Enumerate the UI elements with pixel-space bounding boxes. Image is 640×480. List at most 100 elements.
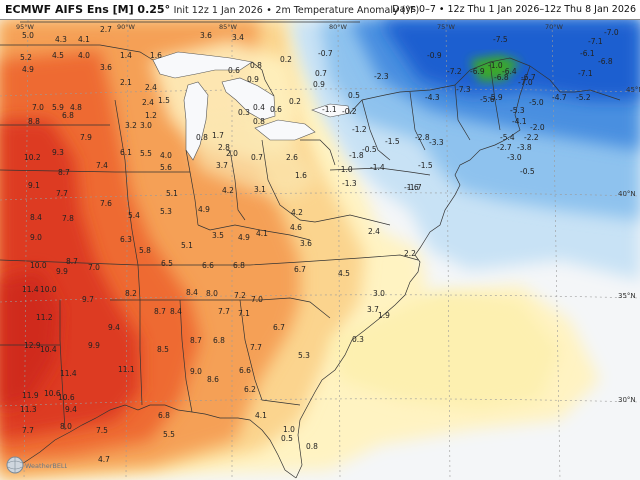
anomaly-value: 7.8 — [62, 214, 74, 223]
state-line — [137, 264, 143, 406]
graticule — [0, 19, 640, 480]
anomaly-value: -7.2 — [447, 67, 462, 76]
anomaly-value: 2.0 — [226, 149, 238, 158]
anomaly-value: 2.4 — [145, 83, 157, 92]
anomaly-value: 3.0 — [140, 121, 152, 130]
anomaly-value: 4.9 — [22, 65, 34, 74]
great-lakes — [152, 51, 351, 161]
anomaly-value: 4.0 — [160, 151, 172, 160]
anomaly-value: -1.6 — [404, 183, 419, 192]
anomaly-value: -0.9 — [427, 51, 442, 60]
longitude-label: 85°W — [219, 23, 238, 31]
anomaly-value: 7.4 — [96, 161, 108, 170]
anomaly-value: 7.2 — [234, 291, 246, 300]
parallel-40n — [0, 192, 640, 201]
anomaly-value: -3.0 — [507, 153, 522, 162]
anomaly-value: 0.3 — [238, 108, 250, 117]
anomaly-value: 7.0 — [251, 295, 263, 304]
anomaly-value: 4.1 — [255, 411, 267, 420]
anomaly-value: -6.8 — [494, 73, 509, 82]
anomaly-value: 4.1 — [78, 35, 90, 44]
anomaly-value: 10.6 — [58, 393, 75, 402]
anomaly-value: 11.2 — [36, 313, 53, 322]
title-separator: • — [266, 5, 272, 16]
cold-anomaly-shading — [290, 20, 640, 280]
field-name: 2m Temperature Anomaly (°F) — [275, 5, 420, 16]
meridian-95w — [23, 19, 29, 480]
anomaly-value: 6.7 — [294, 265, 306, 274]
lake-huron — [221, 77, 276, 121]
state-line — [59, 300, 66, 431]
anomaly-value: 7.7 — [218, 307, 230, 316]
anomaly-value: 0.9 — [313, 80, 325, 89]
anomaly-value: 7.9 — [80, 133, 92, 142]
longitude-label: 80°W — [329, 23, 348, 31]
lake-superior — [152, 51, 253, 79]
anomaly-value: 7.5 — [96, 426, 108, 435]
latitude-label: 40°N — [618, 190, 636, 198]
latitude-labels: 45°N 40°N 35°N 30°N — [618, 86, 640, 404]
anomaly-value: 5.1 — [166, 189, 178, 198]
anomaly-value: 3.1 — [254, 185, 266, 194]
anomaly-value: 8.2 — [125, 289, 137, 298]
state-line — [300, 139, 336, 166]
lake-michigan — [183, 81, 209, 161]
state-line — [361, 99, 391, 161]
anomaly-value: 9.7 — [82, 295, 94, 304]
anomaly-value: 5.5 — [140, 149, 152, 158]
lake-ontario — [311, 103, 351, 118]
anomaly-value: 7.6 — [100, 199, 112, 208]
meridian-75w — [445, 19, 451, 480]
state-line — [489, 61, 501, 131]
anomaly-value: -1.4 — [370, 163, 385, 172]
anomaly-value: -5.0 — [529, 98, 544, 107]
extreme-cold-patch — [470, 55, 520, 82]
anomaly-value: 7.1 — [238, 309, 250, 318]
longitude-label: 90°W — [117, 23, 136, 31]
anomaly-value: 9.3 — [52, 148, 64, 157]
anomaly-value: -5.3 — [510, 106, 525, 115]
state-line — [261, 139, 316, 223]
anomaly-value: 8.4 — [186, 288, 198, 297]
anomaly-value: 4.5 — [52, 51, 64, 60]
anomaly-value: 11.4 — [60, 369, 77, 378]
us-canada-border-west — [0, 44, 154, 61]
anomaly-value: 5.1 — [181, 241, 193, 250]
anomaly-value: 11.1 — [118, 365, 135, 374]
anomaly-value: 2.4 — [368, 227, 380, 236]
anomaly-value: 2.4 — [142, 98, 154, 107]
anomaly-value: 8.4 — [30, 213, 42, 222]
anomaly-value: 3.6 — [200, 31, 212, 40]
anomaly-value: 11.4 — [22, 285, 39, 294]
anomaly-value: 9.0 — [30, 233, 42, 242]
anomaly-value: -1.0 — [488, 61, 503, 70]
anomaly-value: 2.7 — [100, 25, 112, 34]
anomaly-value: -1.5 — [418, 161, 433, 170]
anomaly-value: -6.7 — [521, 73, 536, 82]
anomaly-value: 8.0 — [60, 422, 72, 431]
meridian-80w — [337, 19, 341, 480]
anomaly-value: -2.2 — [524, 133, 539, 142]
anomaly-value: 7.0 — [32, 103, 44, 112]
logo-text: WeatherBELL — [25, 462, 67, 470]
anomaly-value: 10.4 — [40, 345, 57, 354]
title-left: ECMWF AIFS Ens [M] 0.25° Init 12z 1 Jan … — [5, 3, 419, 16]
anomaly-value: 7.0 — [88, 263, 100, 272]
anomaly-value: 2.6 — [286, 153, 298, 162]
meridian-70w — [551, 19, 561, 480]
anomaly-value: 10.2 — [24, 153, 41, 162]
state-line — [239, 299, 301, 406]
anomaly-value: 1.5 — [158, 96, 170, 105]
anomaly-value: 7.7 — [22, 426, 34, 435]
anomaly-value: -4.1 — [512, 117, 527, 126]
anomaly-value: 8.0 — [206, 289, 218, 298]
anomaly-value: -7.0 — [604, 28, 619, 37]
anomaly-value: 8.7 — [154, 307, 166, 316]
anomaly-value: -1.2 — [352, 125, 367, 134]
anomaly-value: 0.4 — [253, 103, 265, 112]
anomaly-value: 5.6 — [160, 163, 172, 172]
anomaly-value: -7.3 — [456, 85, 471, 94]
anomaly-value: 8.7 — [190, 336, 202, 345]
